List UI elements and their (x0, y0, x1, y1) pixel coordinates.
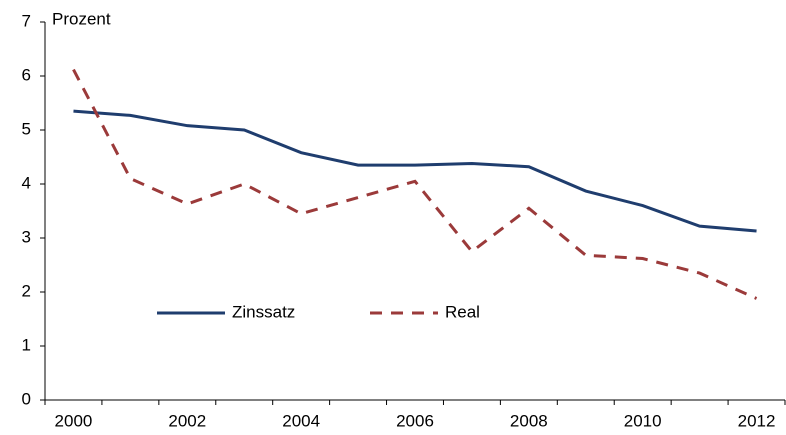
x-tick-label: 2010 (624, 411, 662, 430)
y-tick-label: 5 (22, 119, 31, 138)
x-tick-label: 2004 (282, 411, 320, 430)
series-line (73, 109, 757, 233)
y-tick-label: 4 (22, 173, 31, 192)
legend-label: Real (445, 302, 480, 321)
y-tick-label: 3 (22, 227, 31, 246)
x-tick-label: 2002 (168, 411, 206, 430)
x-tick-label: 2008 (510, 411, 548, 430)
x-tick-label: 2012 (738, 411, 776, 430)
x-tick-label: 2006 (396, 411, 434, 430)
y-tick-label: 2 (22, 281, 31, 300)
y-tick-label: 6 (22, 65, 31, 84)
y-axis-label: Prozent (52, 9, 111, 28)
legend-label: Zinssatz (232, 302, 295, 321)
x-tick-label: 2000 (55, 411, 93, 430)
series-line (72, 68, 758, 300)
y-tick-label: 7 (22, 11, 31, 30)
y-tick-label: 1 (22, 335, 31, 354)
y-tick-label: 0 (22, 389, 31, 408)
